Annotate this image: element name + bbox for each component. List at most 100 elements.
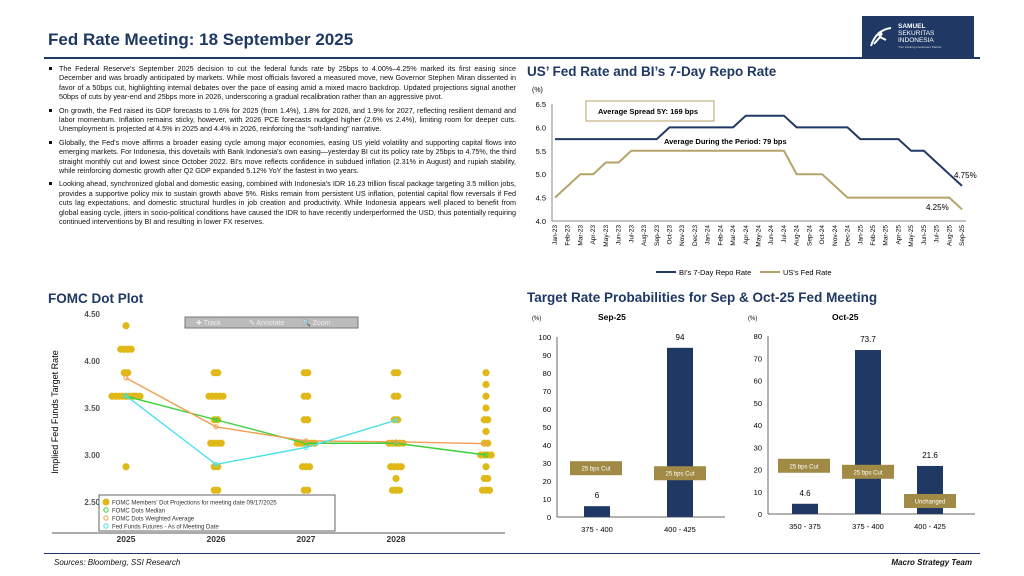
y-tick-label: 4.5 — [536, 194, 546, 203]
dot-projection — [219, 392, 227, 400]
dot-series-marker — [303, 438, 309, 444]
y-unit: (%) — [748, 316, 757, 322]
toolbar-button-1[interactable]: ✎ Annotate — [249, 320, 285, 327]
bar-value-label: 4.6 — [799, 489, 811, 498]
dot-projection — [482, 380, 490, 389]
y-tick-label: 20 — [543, 477, 551, 486]
logo-line2: SEKURITAS — [898, 29, 935, 37]
y-tick-label: 0 — [547, 513, 551, 522]
bar-chart-title: Oct-25 — [832, 312, 859, 322]
x-tick-label: Dec-24 — [845, 225, 852, 246]
x-tick-label: Apr-23 — [590, 225, 597, 245]
toolbar-button-0[interactable]: ✚ Track — [196, 319, 221, 327]
x-tick-label: 2025 — [117, 534, 136, 544]
dot-projection — [304, 416, 312, 424]
bullet-item: Globally, the Fed's move affirms a broad… — [48, 138, 516, 176]
x-tick-label: May-25 — [908, 225, 915, 247]
dot-series-marker — [213, 461, 219, 467]
dot-projection — [484, 474, 492, 483]
spread-annotation: Average Spread 5Y: 169 bps — [598, 107, 698, 116]
dot-projection — [482, 392, 490, 400]
bar — [855, 350, 881, 514]
dot-series-marker — [483, 441, 489, 447]
dot-projection — [136, 392, 144, 400]
legend-label: US's Fed Rate — [783, 268, 832, 277]
x-tick-label: Dec-23 — [692, 225, 699, 246]
y-unit: (%) — [532, 87, 543, 94]
bar-annotation: Unchanged — [915, 500, 946, 506]
commentary-bullets: The Federal Reserve's September 2025 dec… — [48, 64, 516, 231]
dot-projection — [397, 463, 405, 471]
x-tick-label: Aug-25 — [946, 225, 953, 246]
x-tick-label: 2027 — [297, 534, 316, 544]
y-tick-label: 30 — [754, 443, 762, 452]
legend-label: FOMC Dots Median — [112, 509, 165, 515]
bar-annotation-box — [778, 458, 830, 473]
dot-series-marker — [393, 417, 399, 423]
logo-name: SAMUEL — [898, 22, 926, 30]
dot-series-marker — [123, 375, 129, 381]
dot-plot-legend — [98, 494, 336, 532]
series-line-0 — [555, 114, 963, 187]
x-tick-label: Jul-23 — [628, 225, 635, 243]
x-tick-label: 2026 — [207, 534, 226, 544]
y-tick-label: 40 — [754, 421, 762, 430]
dot-projection — [122, 322, 130, 330]
x-tick-label: 400 - 425 — [914, 522, 946, 531]
page-title: Fed Rate Meeting: 18 September 2025 — [48, 30, 354, 49]
bar-annotation: 25 bps Cut — [789, 464, 818, 470]
dot-series-marker — [483, 452, 489, 458]
x-tick-label: Mar-25 — [883, 225, 890, 246]
team-label: Macro Strategy Team — [891, 558, 972, 567]
bar-annotation-box — [904, 494, 956, 508]
bar-value-label: 21.6 — [922, 451, 938, 460]
dot-projection — [482, 404, 490, 412]
bar-annotation: 25 bps Cut — [665, 472, 694, 478]
legend-marker — [103, 515, 109, 521]
y-tick-label: 3.00 — [84, 451, 100, 460]
bi-end-label: 4.75% — [954, 171, 977, 180]
y-tick-label: 20 — [754, 466, 762, 475]
legend-label: BI's 7-Day Repo Rate — [679, 268, 751, 277]
bar-annotation-box — [842, 464, 894, 479]
x-tick-label: May-24 — [756, 225, 763, 247]
fed-end-label: 4.25% — [926, 203, 949, 212]
dot-projection — [484, 416, 492, 424]
x-tick-label: Jun-23 — [616, 225, 623, 245]
line-chart-title: US’ Fed Rate and BI’s 7-Day Repo Rate — [527, 64, 777, 79]
y-tick-label: 6.0 — [536, 123, 546, 132]
header-divider — [44, 57, 980, 59]
y-axis-label: Implied Fed Funds Target Rate — [50, 350, 60, 473]
x-tick-label: Aug-23 — [641, 225, 648, 246]
x-tick-label: May-23 — [603, 225, 610, 247]
dot-plot-title: FOMC Dot Plot — [48, 291, 144, 306]
x-tick-label: Apr-25 — [895, 225, 902, 245]
dot-projection — [394, 369, 402, 377]
y-tick-label: 70 — [543, 387, 551, 396]
y-tick-label: 0 — [758, 510, 762, 519]
x-tick-label: 375 - 400 — [581, 525, 613, 534]
y-tick-label: 70 — [754, 354, 762, 363]
x-tick-label: Nov-23 — [679, 225, 686, 246]
y-tick-label: 5.5 — [536, 147, 546, 156]
x-tick-label: Jun-25 — [921, 225, 928, 245]
x-tick-label: Oct-23 — [666, 225, 673, 245]
y-tick-label: 5.0 — [536, 170, 546, 179]
y-tick-label: 3.50 — [84, 404, 100, 413]
dot-projection — [482, 369, 490, 377]
legend-label: FOMC Members' Dot Projections for meetin… — [112, 501, 277, 507]
toolbar-button-2[interactable]: 🔍 Zoom — [302, 318, 331, 327]
dot-projection — [122, 463, 130, 471]
bar-value-label: 6 — [595, 491, 600, 500]
dot-series-line-1 — [125, 377, 487, 445]
x-tick-label: Sep-24 — [806, 225, 813, 246]
x-tick-label: 400 - 425 — [664, 525, 696, 534]
x-tick-label: 2028 — [387, 534, 406, 544]
y-tick-label: 6.5 — [536, 100, 546, 109]
x-tick-label: Feb-24 — [717, 225, 724, 246]
dot-projection — [214, 486, 222, 494]
x-tick-label: Aug-24 — [794, 225, 801, 246]
x-tick-label: Feb-23 — [565, 225, 572, 246]
x-tick-label: Nov-24 — [832, 225, 839, 246]
